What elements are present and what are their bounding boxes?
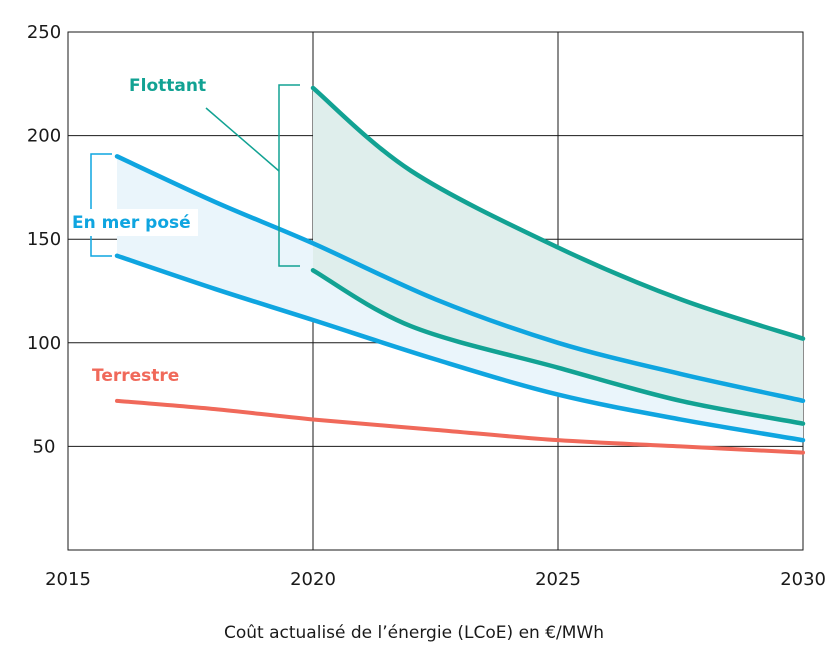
en-mer-pose-bracket (90, 153, 112, 257)
axis-ticks: 50 100 150 200 250 2015 2020 2025 2030 (27, 22, 826, 590)
y-tick-label-200: 200 (27, 126, 61, 147)
series-label-en-mer-pose: En mer posé (72, 213, 191, 233)
y-tick-label-150: 150 (27, 229, 61, 250)
line-flottant-upper (310, 85, 806, 341)
line-en-mer-pose-upper (114, 154, 806, 404)
line-en-mer-pose-lower (114, 253, 806, 443)
flottant-annotation: Flottant (129, 76, 300, 267)
x-tick-label-2015: 2015 (45, 569, 91, 590)
series-bands (117, 87, 803, 441)
x-tick-label-2030: 2030 (780, 569, 826, 590)
flottant-leader-line (205, 107, 280, 172)
y-tick-label-50: 50 (33, 436, 56, 457)
band-flottant (313, 87, 803, 424)
chart-caption: Coût actualisé de l’énergie (LCoE) en €/… (223, 623, 605, 643)
en-mer-pose-label-bg (72, 209, 198, 236)
y-tick-label-100: 100 (27, 333, 61, 354)
en-mer-pose-annotation: En mer posé (72, 153, 198, 257)
line-flottant-lower (310, 268, 806, 426)
series-label-terrestre: Terrestre (92, 366, 179, 386)
terrestre-annotation: Terrestre (92, 366, 179, 386)
y-tick-label-250: 250 (27, 22, 61, 43)
series-lines (114, 85, 806, 455)
line-terrestre (115, 398, 805, 455)
flottant-bracket (278, 84, 300, 267)
x-tick-label-2020: 2020 (290, 569, 336, 590)
x-tick-label-2025: 2025 (535, 569, 581, 590)
series-label-flottant: Flottant (129, 76, 206, 96)
